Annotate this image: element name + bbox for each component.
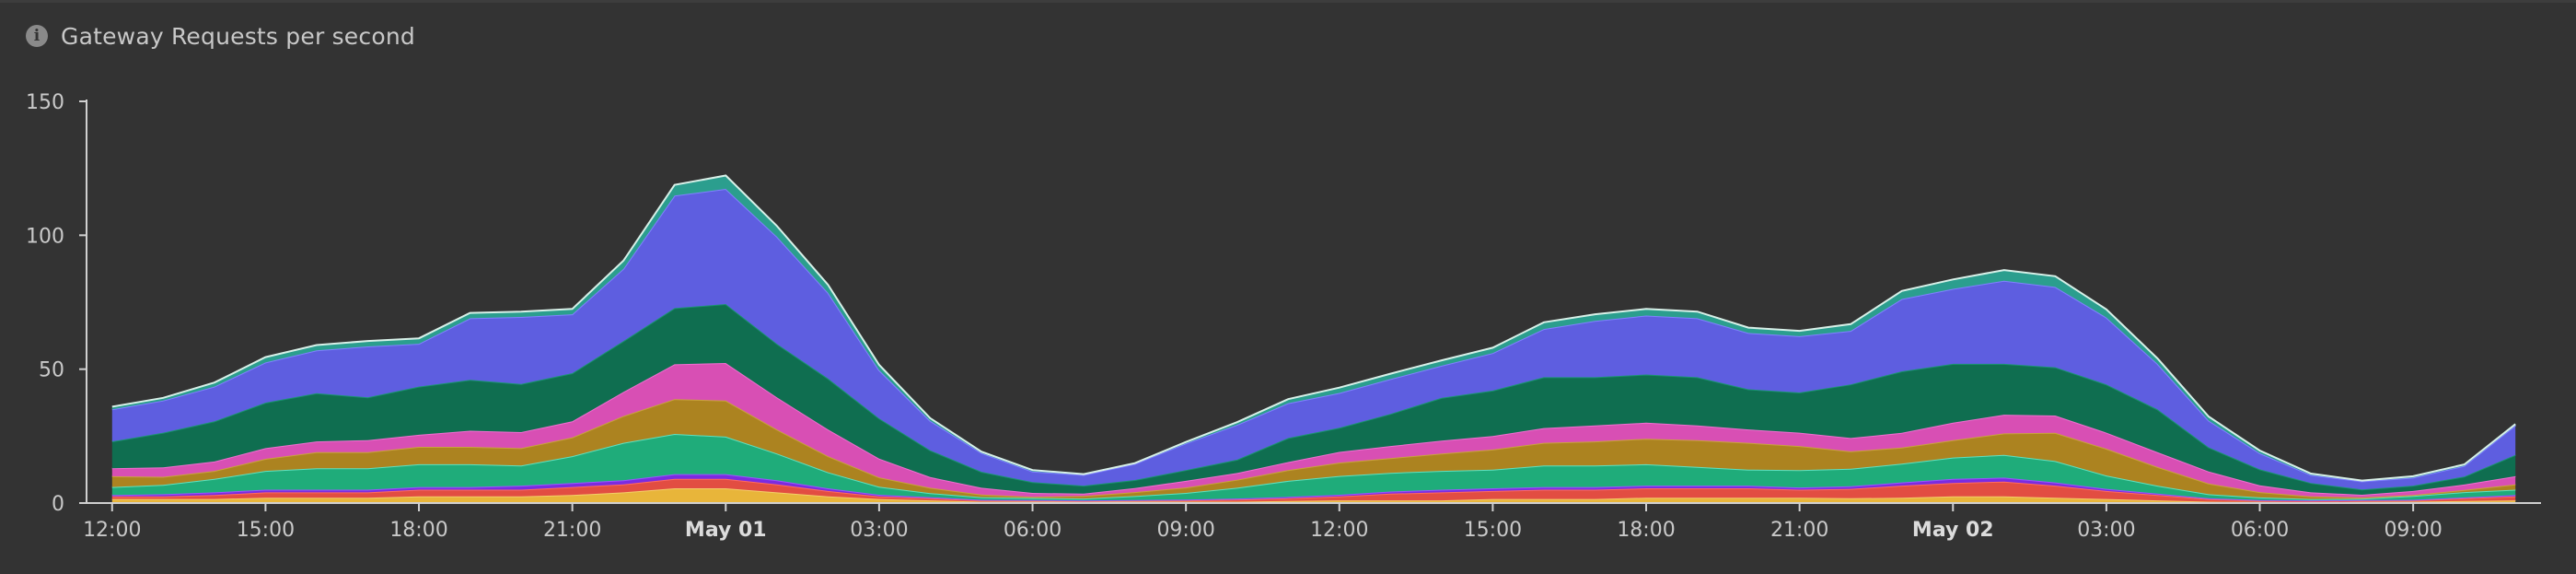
x-tick-label: 21:00: [543, 519, 601, 542]
x-tick-label: 15:00: [1464, 519, 1522, 542]
area-series-1: [111, 488, 2516, 503]
x-tick-label: May 01: [685, 519, 767, 542]
y-tick-label: 100: [26, 225, 64, 248]
area-chart: 0 50 100 150 12:00 15:00 18:00 21:00 May 01 03:00…: [26, 91, 2541, 542]
x-tick-label: 18:00: [1617, 519, 1675, 542]
panel-title: Gateway Requests per second: [61, 22, 415, 50]
x-tick-label: 03:00: [2077, 519, 2135, 542]
x-tick-label: 03:00: [850, 519, 908, 542]
x-tick-label: 21:00: [1770, 519, 1828, 542]
y-tick-label: 150: [26, 91, 64, 114]
area-series-4: [111, 434, 2516, 501]
x-tick-label: 12:00: [1310, 519, 1368, 542]
area-series-line-9: [111, 174, 2516, 482]
x-tick-label: May 02: [1912, 519, 1994, 542]
chart-areas: [111, 174, 2516, 504]
area-series-5: [111, 399, 2516, 499]
area-series-2: [111, 478, 2516, 503]
x-tick-label: 09:00: [2384, 519, 2442, 542]
x-tick-label: 06:00: [2231, 519, 2289, 542]
area-series-8: [111, 189, 2516, 490]
y-tick-label: 0: [52, 493, 64, 516]
x-tick-label: 18:00: [389, 519, 447, 542]
x-tick-label: 06:00: [1004, 519, 1062, 542]
chart-axes: 0 50 100 150 12:00 15:00 18:00 21:00 May 01 03:00…: [26, 91, 2541, 542]
x-tick-label: 12:00: [83, 519, 141, 542]
panel-header: i Gateway Requests per second: [26, 19, 415, 53]
area-series-7: [111, 304, 2516, 495]
x-tick-label: 15:00: [237, 519, 295, 542]
info-icon[interactable]: i: [26, 25, 48, 47]
y-tick-label: 50: [39, 359, 64, 382]
x-tick-label: 09:00: [1156, 519, 1214, 542]
area-series-6: [111, 363, 2516, 498]
